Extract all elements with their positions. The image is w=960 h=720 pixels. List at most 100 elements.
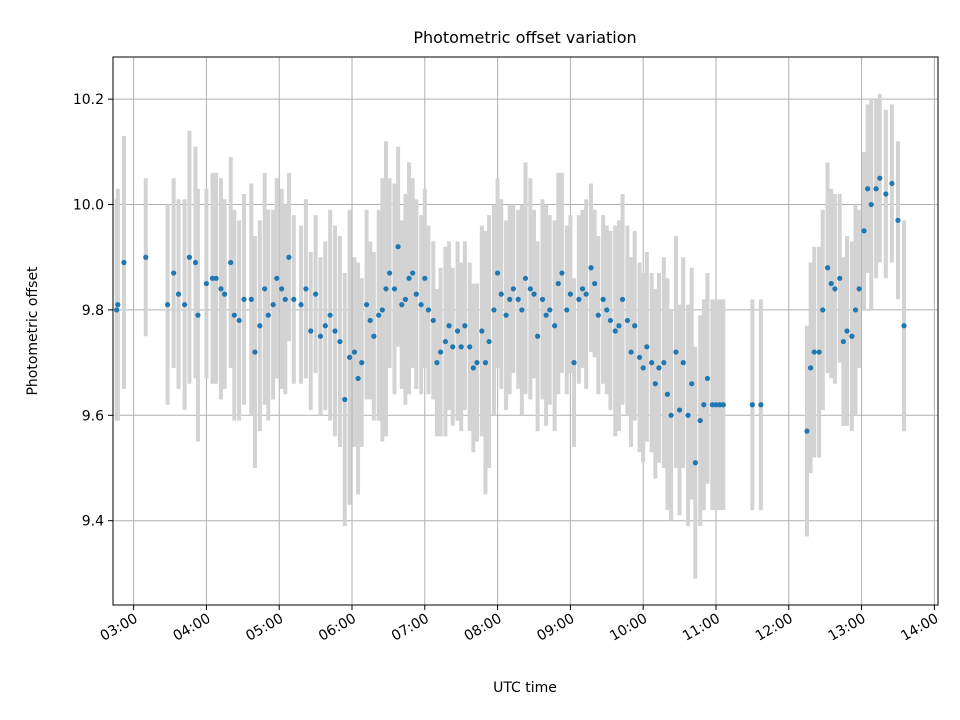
data-point — [612, 328, 618, 334]
data-point — [592, 280, 598, 287]
data-point — [576, 296, 582, 302]
data-point — [450, 344, 456, 350]
error-bars — [114, 93, 907, 579]
data-point — [218, 286, 224, 292]
data-point — [604, 307, 610, 313]
data-point — [442, 338, 449, 345]
data-point — [649, 360, 655, 366]
data-point — [379, 307, 385, 313]
data-point — [327, 312, 333, 318]
data-point — [840, 338, 846, 345]
data-point — [454, 328, 461, 334]
data-point — [186, 254, 193, 260]
data-point — [567, 291, 573, 297]
data-point — [579, 286, 586, 292]
data-point — [640, 365, 646, 371]
data-point — [865, 186, 871, 192]
x-tick-label: 14:00 — [898, 611, 941, 645]
data-point — [262, 286, 268, 292]
x-tick-label: 12:00 — [753, 611, 796, 645]
data-point — [852, 307, 859, 313]
data-point — [595, 312, 601, 318]
data-point — [317, 333, 324, 339]
data-point — [486, 338, 492, 345]
data-point — [257, 323, 263, 329]
data-point — [877, 175, 883, 181]
data-point — [889, 180, 895, 187]
data-point — [458, 344, 464, 350]
data-point — [498, 291, 504, 297]
data-point — [519, 307, 525, 313]
data-point — [510, 286, 516, 292]
x-tick-label: 06:00 — [316, 611, 359, 645]
plot-frame — [112, 56, 939, 606]
data-point — [413, 291, 419, 297]
data-point — [418, 302, 424, 308]
chart-title: Photometric offset variation — [413, 28, 636, 47]
data-point — [430, 317, 436, 324]
data-point — [313, 291, 319, 297]
data-point — [410, 270, 416, 276]
data-point — [701, 402, 707, 408]
data-point — [298, 302, 304, 308]
data-point — [494, 270, 501, 276]
data-point — [527, 286, 533, 292]
data-point — [652, 381, 658, 387]
x-tick-label: 03:00 — [98, 611, 141, 645]
data-point — [873, 186, 879, 192]
y-tick-label: 9.4 — [82, 514, 104, 530]
data-point — [395, 244, 401, 250]
data-point — [282, 296, 288, 302]
data-point — [571, 360, 577, 366]
y-tick-label: 9.6 — [82, 408, 104, 424]
data-point — [616, 323, 622, 329]
data-point — [270, 302, 276, 308]
data-point — [697, 417, 703, 424]
data-point — [265, 312, 271, 318]
y-axis: 9.4 9.6 9.8 10.0 10.2 — [73, 92, 113, 530]
data-point — [115, 302, 121, 308]
data-point — [844, 328, 850, 334]
data-point — [685, 412, 691, 418]
data-point — [824, 265, 831, 271]
data-point — [632, 323, 638, 329]
data-point — [434, 360, 440, 366]
data-point — [241, 296, 247, 302]
data-point — [121, 259, 127, 266]
data-point — [901, 323, 907, 329]
x-tick-label: 13:00 — [826, 611, 869, 645]
data-point — [749, 402, 755, 408]
data-point — [507, 296, 513, 302]
data-point — [274, 275, 280, 281]
data-point — [474, 360, 480, 366]
data-points — [114, 175, 907, 466]
data-point — [555, 280, 561, 287]
data-point — [387, 270, 393, 276]
data-point — [491, 307, 497, 313]
x-tick-label: 10:00 — [607, 611, 650, 645]
data-point — [279, 286, 285, 292]
data-point — [252, 349, 258, 355]
data-point — [895, 217, 901, 223]
data-point — [503, 312, 509, 318]
data-point — [286, 254, 292, 260]
data-point — [539, 296, 546, 302]
data-point — [619, 296, 626, 302]
x-tick-label: 08:00 — [462, 611, 505, 645]
data-point — [832, 286, 838, 292]
data-point — [709, 402, 715, 408]
y-tick-label: 10.2 — [73, 92, 104, 108]
data-point — [231, 312, 237, 318]
data-point — [195, 312, 201, 318]
data-point — [758, 402, 764, 408]
data-point — [222, 291, 228, 297]
data-point — [583, 291, 589, 297]
data-point — [143, 254, 149, 260]
data-point — [531, 291, 537, 297]
data-point — [479, 328, 485, 334]
data-point — [422, 275, 428, 281]
data-point — [808, 365, 814, 371]
data-point — [811, 349, 817, 355]
data-point — [607, 317, 614, 324]
data-point — [564, 307, 570, 313]
